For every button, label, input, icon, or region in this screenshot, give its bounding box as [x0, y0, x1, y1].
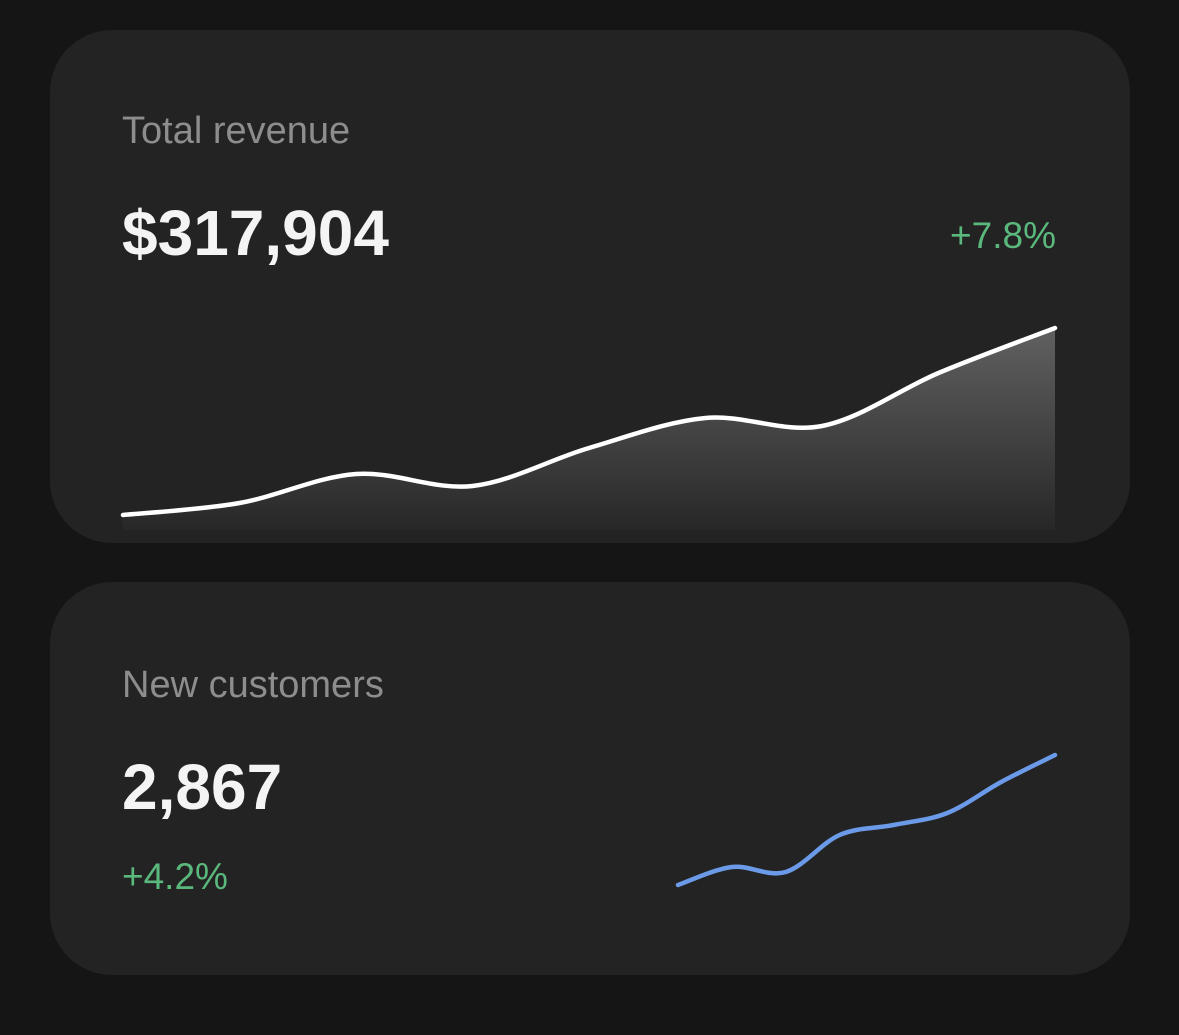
- card-change: +4.2%: [122, 856, 228, 897]
- card-title: Total revenue: [122, 110, 351, 152]
- sparkline-area: [123, 328, 1055, 530]
- card-value: 2,867: [122, 751, 283, 823]
- sparkline: [675, 752, 1058, 888]
- card-value: $317,904: [122, 197, 389, 269]
- revenue-card: Total revenue $317,904 +7.8%: [50, 30, 1130, 543]
- card-change: +7.8%: [950, 215, 1056, 256]
- sparkline: [120, 325, 1058, 530]
- sparkline-line: [120, 325, 1058, 518]
- card-title: New customers: [122, 664, 384, 706]
- sparkline-line: [675, 752, 1058, 888]
- customers-card: New customers 2,867 +4.2%: [50, 582, 1130, 975]
